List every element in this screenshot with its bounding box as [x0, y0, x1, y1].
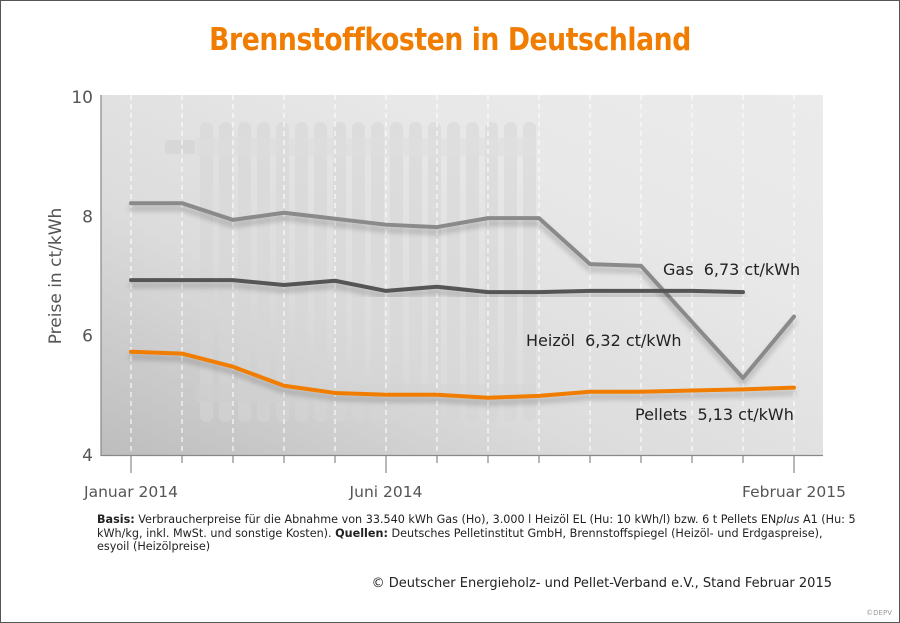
chart-title: Brennstoffkosten in Deutschland: [209, 22, 691, 58]
basis-label: Basis:: [97, 513, 135, 526]
radiator-fin: [200, 122, 213, 422]
y-tick-label: 8: [82, 207, 93, 227]
x-tick-label: Juni 2014: [349, 483, 423, 501]
y-axis-label: Preise in ct/kWh: [46, 208, 66, 345]
footnote: Basis: Verbraucherpreise für die Abnahme…: [97, 513, 857, 554]
radiator-fin: [409, 122, 422, 422]
sources-text: Deutsches Pelletinstitut GmbH, Brennstof…: [97, 526, 823, 554]
radiator-fin: [371, 122, 384, 422]
radiator-fin: [219, 122, 232, 422]
radiator-fin: [390, 122, 403, 422]
series-line-pellets: [129, 349, 796, 400]
radiator-fin: [447, 122, 460, 422]
radiator-fin: [333, 122, 346, 422]
radiator-fin: [504, 122, 517, 422]
radiator-fin: [314, 122, 327, 422]
y-tick-label: 10: [71, 88, 93, 108]
radiator-top-pipe: [196, 138, 536, 156]
watermark: ©DEPV: [866, 609, 892, 617]
x-tick-label: Januar 2014: [83, 483, 178, 501]
radiator-fin: [428, 122, 441, 422]
radiator-fin: [295, 122, 308, 422]
basis-text-2: A1 (Hu: 5 kWh/kg, inkl. MwSt. und sonsti…: [97, 513, 856, 540]
x-axis-ticks: Januar 2014 Juni 2014 Februar 2015: [83, 456, 846, 501]
y-tick-label: 6: [82, 327, 93, 347]
basis-text-1: Verbraucherpreise für die Abnahme von 33…: [134, 513, 777, 526]
series-label-heizoel: Heizöl 6,32 ct/kWh: [526, 331, 682, 350]
radiator-fin: [485, 122, 498, 422]
radiator-fin: [523, 122, 536, 422]
y-axis-ticks: 4 6 8 10: [71, 88, 93, 466]
copyright-text: © Deutscher Energieholz- und Pellet-Verb…: [371, 576, 832, 591]
sources-label: Quellen:: [335, 526, 388, 540]
radiator-fin: [276, 122, 289, 422]
y-tick-label: 4: [82, 446, 93, 466]
radiator-fin: [466, 122, 479, 422]
series-lines: [129, 201, 796, 400]
series-label-gas: Gas 6,73 ct/kWh: [663, 260, 800, 279]
radiator-valve: [165, 140, 195, 154]
radiator-fin: [257, 122, 270, 422]
series-line-heizoel: [129, 201, 796, 381]
x-tick-label: Februar 2015: [742, 483, 846, 501]
series-label-pellets: Pellets 5,13 ct/kWh: [635, 405, 794, 424]
radiator-fin: [352, 122, 365, 422]
radiator-fin: [238, 122, 251, 422]
basis-italic: plus: [776, 513, 800, 526]
